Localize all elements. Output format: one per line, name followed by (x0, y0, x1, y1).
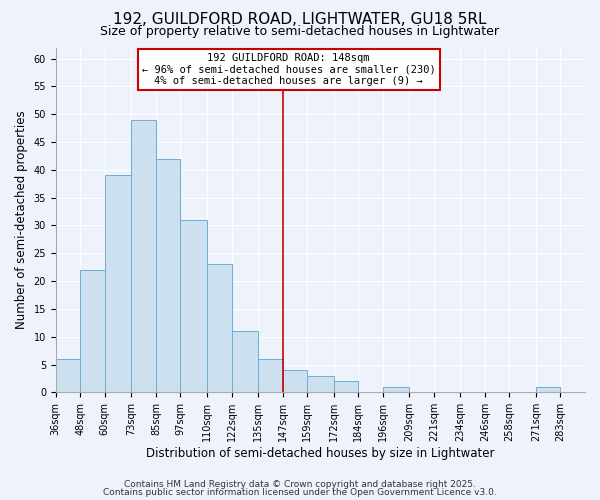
Bar (131, 120, 156, 392)
Bar (105, 176, 131, 392)
Bar (334, 381, 358, 392)
Bar (181, 220, 207, 392)
Bar (307, 376, 334, 392)
Bar (207, 264, 232, 392)
Bar (156, 158, 181, 392)
Bar (283, 370, 307, 392)
X-axis label: Distribution of semi-detached houses by size in Lightwater: Distribution of semi-detached houses by … (146, 447, 494, 460)
Text: 192, GUILDFORD ROAD, LIGHTWATER, GU18 5RL: 192, GUILDFORD ROAD, LIGHTWATER, GU18 5R… (113, 12, 487, 28)
Bar (56, 359, 80, 392)
Text: Contains HM Land Registry data © Crown copyright and database right 2025.: Contains HM Land Registry data © Crown c… (124, 480, 476, 489)
Bar (258, 359, 283, 392)
Text: Size of property relative to semi-detached houses in Lightwater: Size of property relative to semi-detach… (101, 24, 499, 38)
Bar (383, 387, 409, 392)
Y-axis label: Number of semi-detached properties: Number of semi-detached properties (15, 110, 28, 329)
Text: Contains public sector information licensed under the Open Government Licence v3: Contains public sector information licen… (103, 488, 497, 497)
Bar (232, 331, 258, 392)
Bar (80, 270, 105, 392)
Bar (536, 387, 560, 392)
Text: 192 GUILDFORD ROAD: 148sqm
← 96% of semi-detached houses are smaller (230)
4% of: 192 GUILDFORD ROAD: 148sqm ← 96% of semi… (142, 52, 436, 86)
